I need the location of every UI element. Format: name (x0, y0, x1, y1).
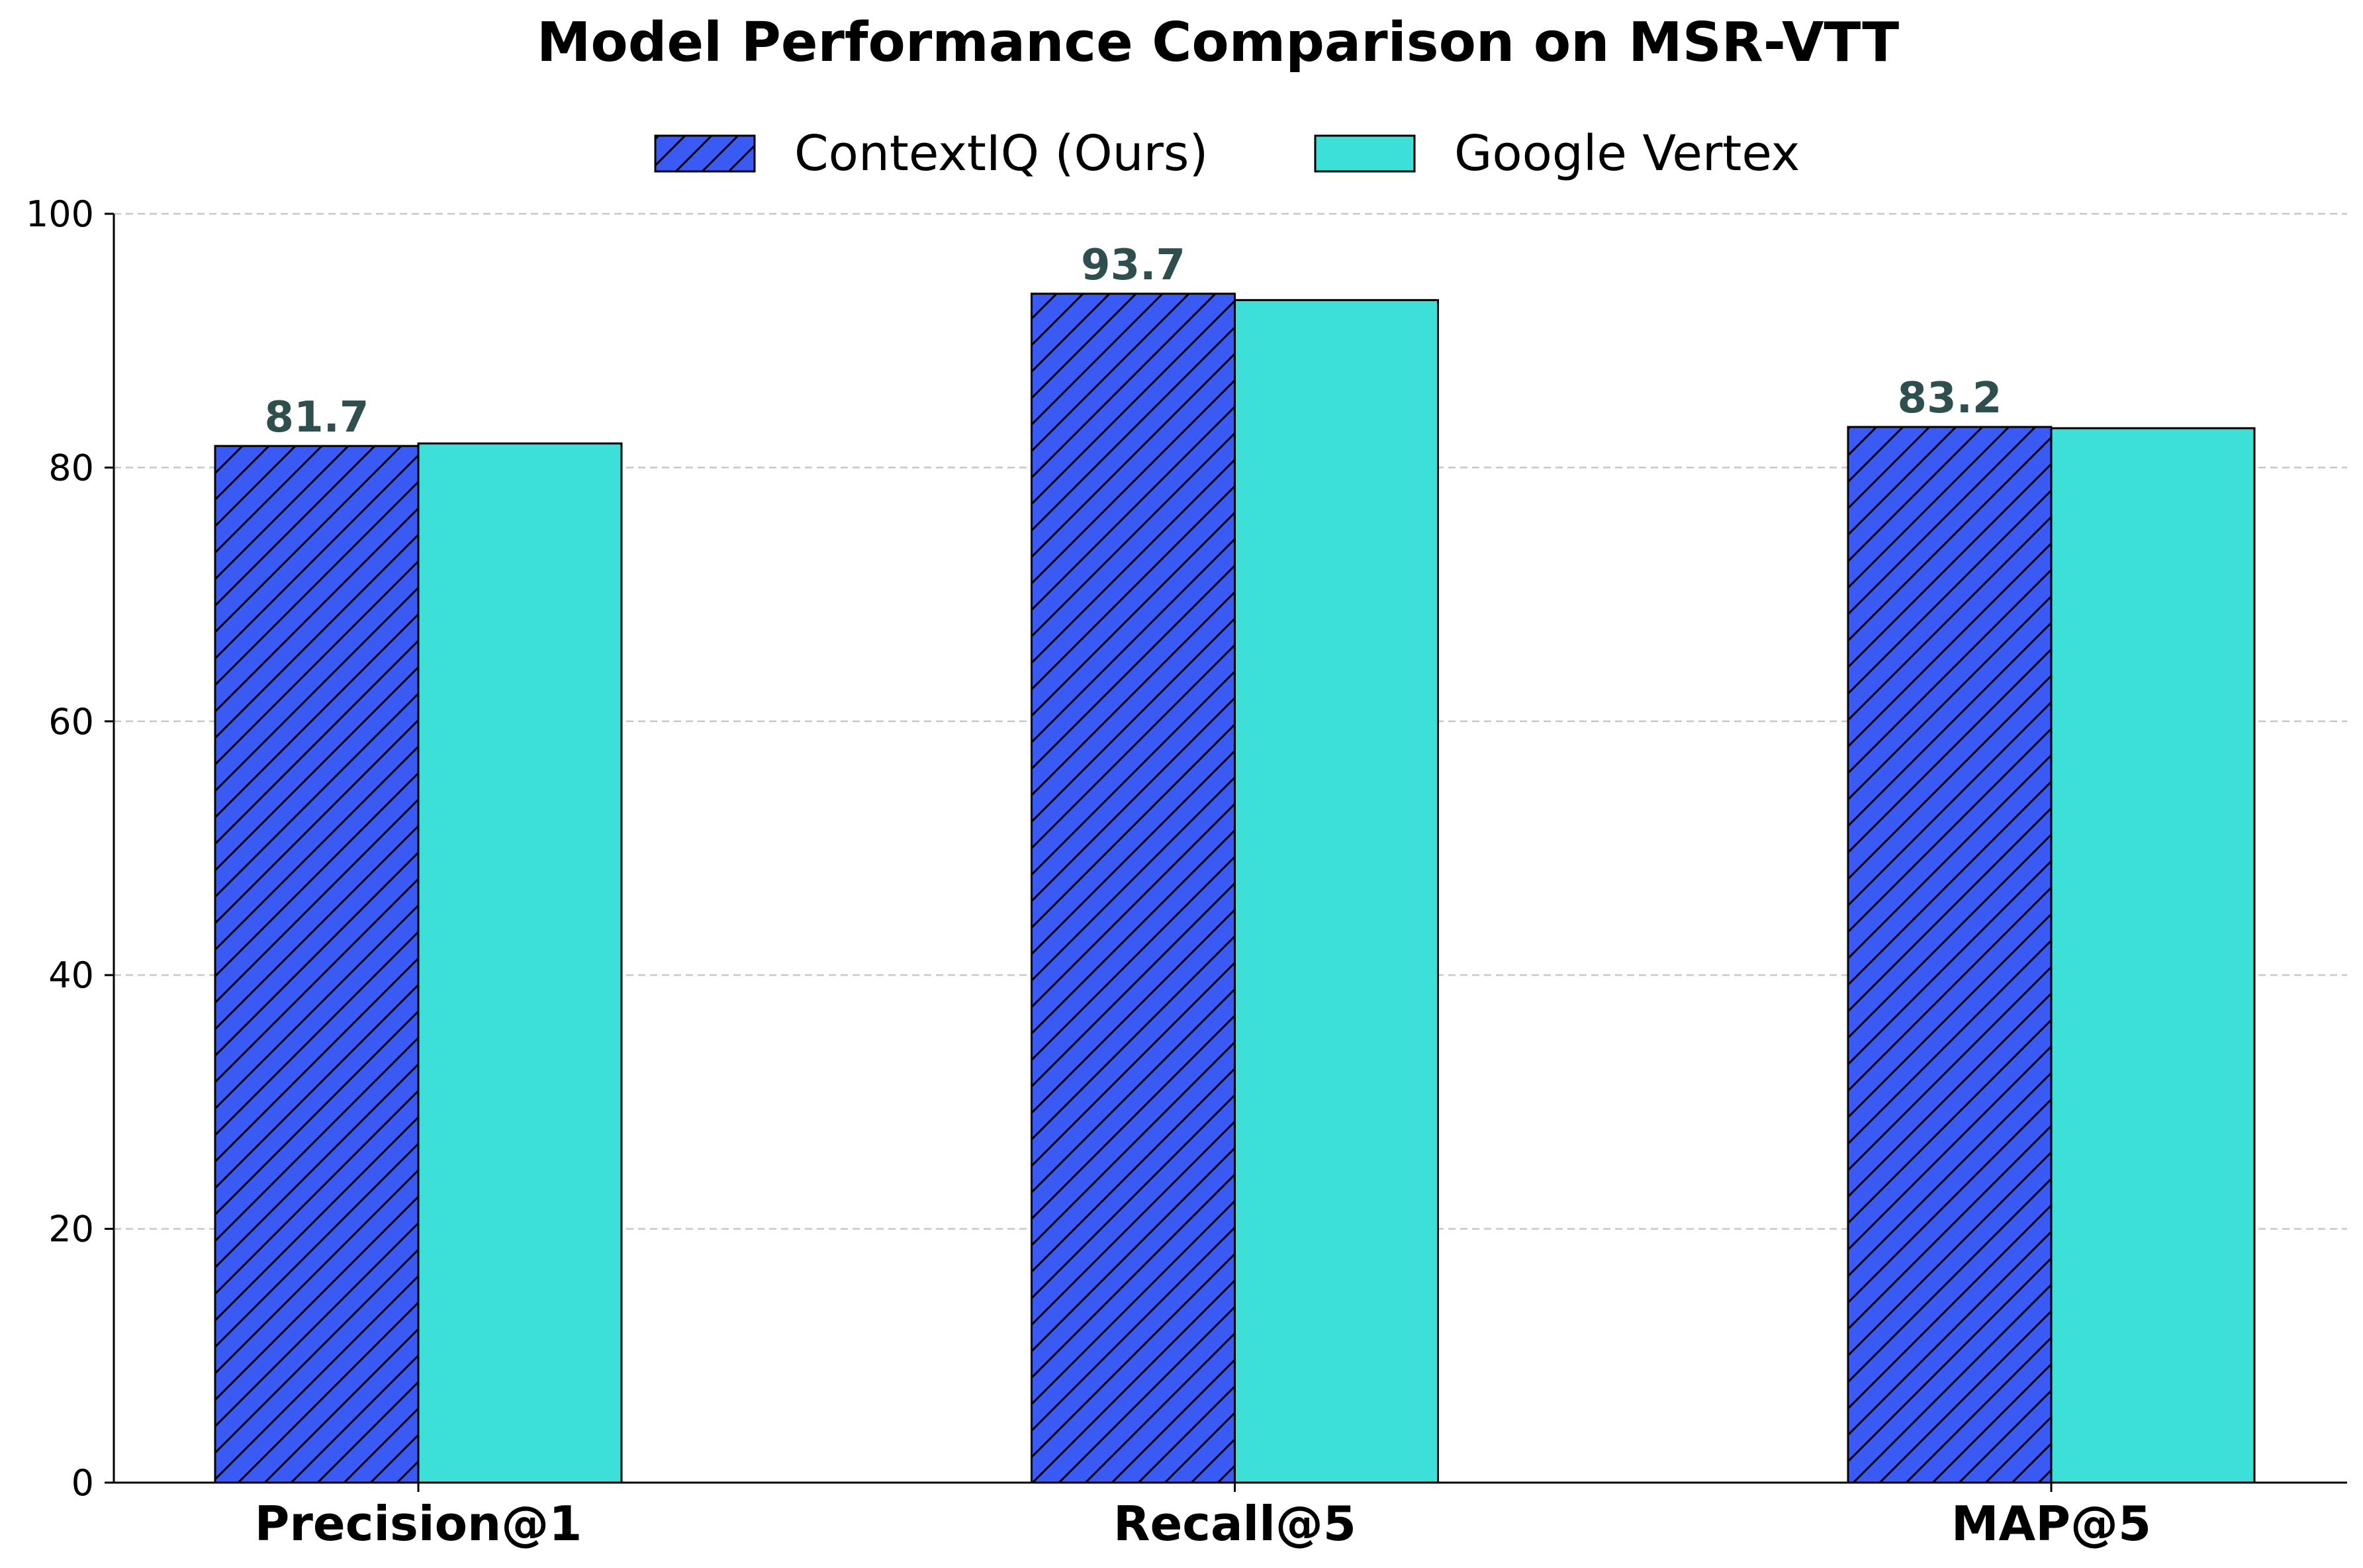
legend-swatch-google-vertex (1314, 134, 1416, 173)
legend-label: Google Vertex (1454, 125, 1800, 182)
bars-group (214, 293, 2256, 1484)
y-tick-label: 40 (48, 954, 94, 996)
y-tick-label: 100 (26, 193, 94, 235)
y-axis-ticks: 0 20 40 60 80 100 (26, 193, 114, 1504)
axes (113, 214, 2347, 1484)
bar-value-label: 93.7 (1081, 241, 1185, 290)
bar-google-vertex-1 (1234, 299, 1439, 1484)
data-labels: 81.7 93.7 83.2 (265, 241, 2002, 442)
legend-swatch-contextiq (654, 134, 756, 173)
x-axis-ticks: Precision@1 Recall@5 MAP@5 (255, 1483, 2151, 1551)
y-tick-label: 60 (48, 701, 94, 743)
y-tick-label: 80 (48, 447, 94, 488)
x-tick-label: MAP@5 (1951, 1496, 2151, 1551)
chart-title: Model Performance Comparison on MSR-VTT (537, 11, 1899, 74)
bar-google-vertex-0 (417, 442, 623, 1484)
y-tick-label: 20 (48, 1209, 94, 1250)
x-tick-label: Recall@5 (1113, 1496, 1356, 1551)
bar-value-label: 81.7 (265, 393, 369, 442)
bar-google-vertex-2 (2050, 427, 2256, 1484)
legend: ContextIQ (Ours) Google Vertex (654, 125, 1800, 182)
bar-contextiq-0 (214, 445, 420, 1484)
y-tick-label: 0 (71, 1462, 94, 1504)
x-tick-label: Precision@1 (255, 1496, 582, 1551)
bar-contextiq-2 (1847, 426, 2053, 1484)
legend-label: ContextIQ (Ours) (794, 125, 1208, 182)
bar-contextiq-1 (1031, 293, 1236, 1484)
bar-value-label: 83.2 (1898, 374, 2002, 423)
